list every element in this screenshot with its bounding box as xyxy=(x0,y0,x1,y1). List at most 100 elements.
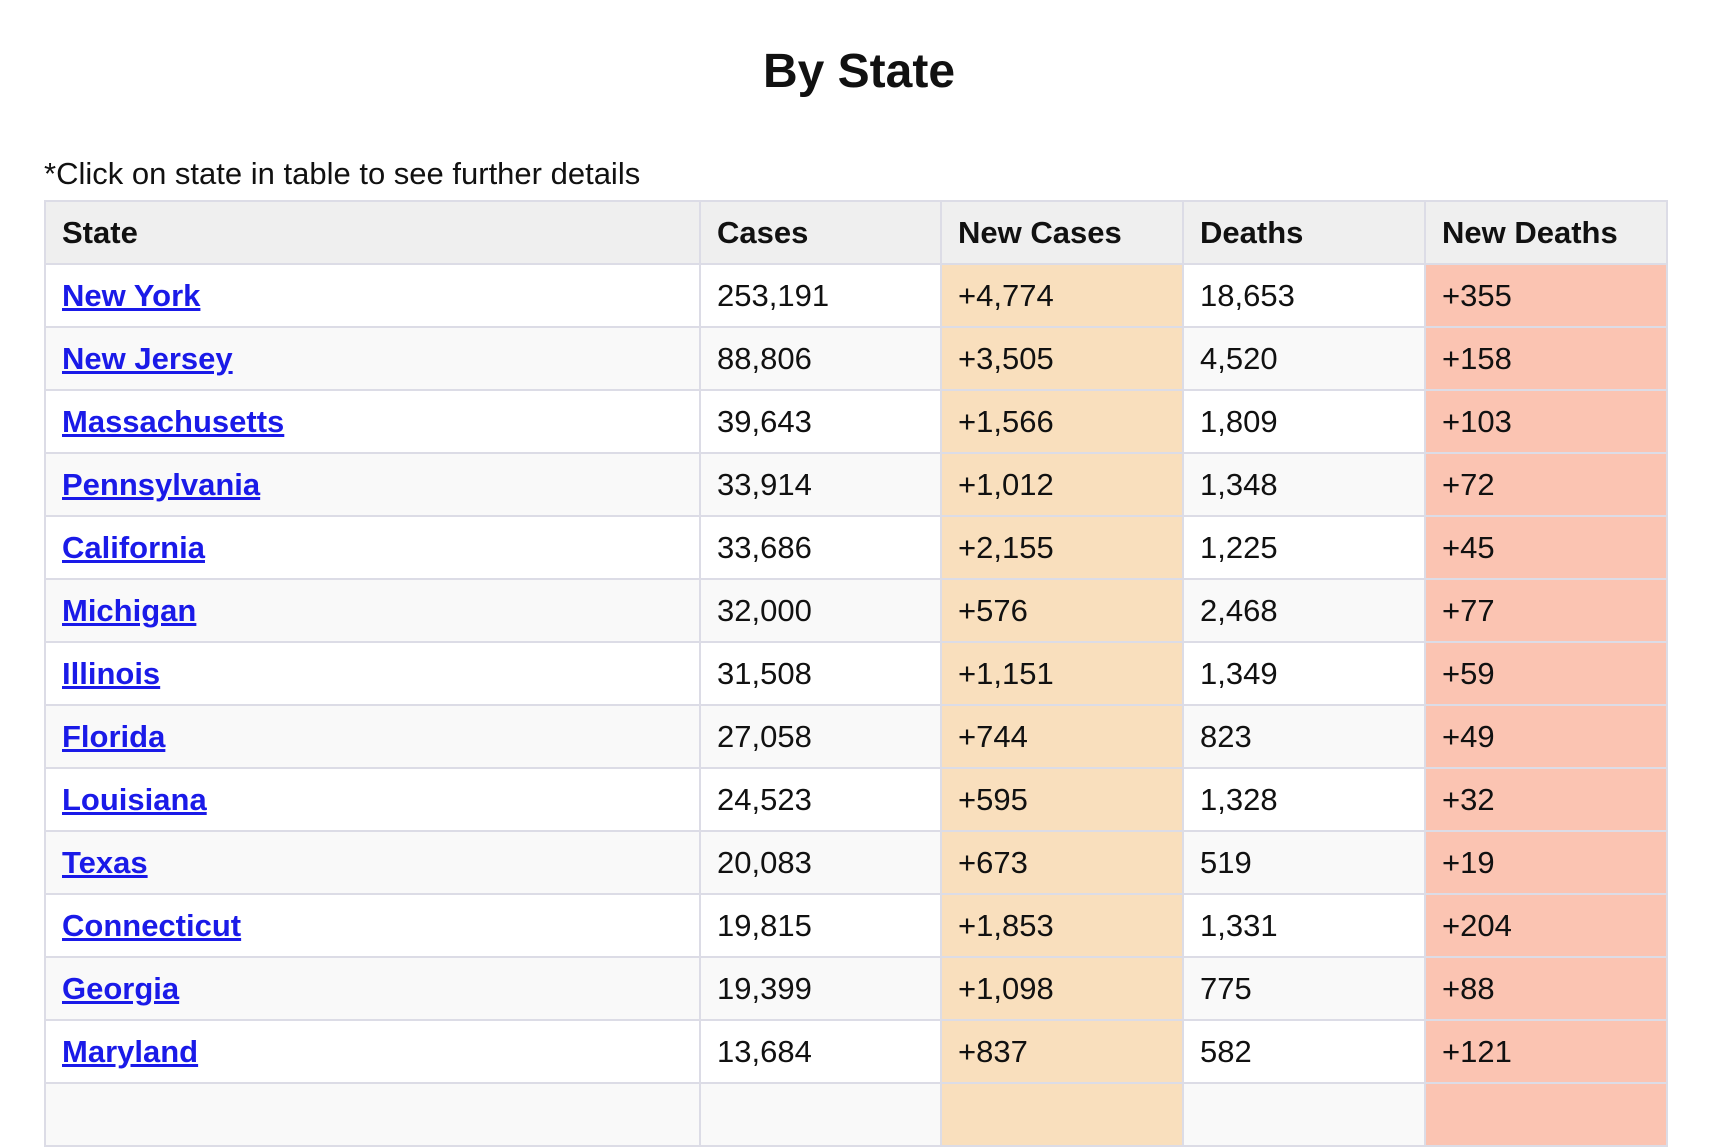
cell-cases: 31,508 xyxy=(699,641,942,706)
state-link[interactable]: Connecticut xyxy=(62,907,242,943)
table-row: Connecticut 19,815 +1,853 1,331 +204 xyxy=(44,893,1668,958)
cell-deaths: 823 xyxy=(1182,704,1426,769)
table-row: Louisiana 24,523 +595 1,328 +32 xyxy=(44,767,1668,832)
cell-new-deaths: +49 xyxy=(1424,704,1668,769)
table-row: Massachusetts 39,643 +1,566 1,809 +103 xyxy=(44,389,1668,454)
cell-cases: 19,399 xyxy=(699,956,942,1021)
cell-new-deaths: +77 xyxy=(1424,578,1668,643)
cell-new-cases: +4,774 xyxy=(940,263,1184,328)
cell-new-cases: +673 xyxy=(940,830,1184,895)
cell-new-deaths: +72 xyxy=(1424,452,1668,517)
cell-cases xyxy=(699,1082,942,1147)
header-deaths[interactable]: Deaths xyxy=(1182,200,1426,265)
cell-new-cases: +576 xyxy=(940,578,1184,643)
state-link[interactable]: Texas xyxy=(62,844,148,880)
table-row: Pennsylvania 33,914 +1,012 1,348 +72 xyxy=(44,452,1668,517)
cell-deaths: 1,348 xyxy=(1182,452,1426,517)
cell-new-deaths: +45 xyxy=(1424,515,1668,580)
cell-cases: 33,686 xyxy=(699,515,942,580)
cell-deaths: 1,809 xyxy=(1182,389,1426,454)
cell-new-cases: +1,098 xyxy=(940,956,1184,1021)
state-link[interactable]: New York xyxy=(62,277,201,313)
cell-state: Connecticut xyxy=(44,893,701,958)
cell-new-deaths xyxy=(1424,1082,1668,1147)
cell-new-deaths: +121 xyxy=(1424,1019,1668,1084)
table-row: Florida 27,058 +744 823 +49 xyxy=(44,704,1668,769)
cell-new-deaths: +204 xyxy=(1424,893,1668,958)
states-table: State Cases New Cases Deaths New Deaths … xyxy=(44,200,1668,1147)
cell-deaths: 519 xyxy=(1182,830,1426,895)
cell-new-cases: +1,853 xyxy=(940,893,1184,958)
cell-new-cases: +595 xyxy=(940,767,1184,832)
cell-new-deaths: +103 xyxy=(1424,389,1668,454)
state-link[interactable]: New Jersey xyxy=(62,340,233,376)
state-link[interactable]: Maryland xyxy=(62,1033,199,1069)
cell-state: Georgia xyxy=(44,956,701,1021)
state-link[interactable]: Florida xyxy=(62,718,166,754)
cell-new-cases xyxy=(940,1082,1184,1147)
cell-state: New York xyxy=(44,263,701,328)
state-link[interactable]: Michigan xyxy=(62,592,197,628)
cell-new-deaths: +19 xyxy=(1424,830,1668,895)
cell-cases: 39,643 xyxy=(699,389,942,454)
table-header-row: State Cases New Cases Deaths New Deaths xyxy=(44,200,1668,265)
cell-deaths: 1,331 xyxy=(1182,893,1426,958)
table-row: New Jersey 88,806 +3,505 4,520 +158 xyxy=(44,326,1668,391)
cell-state: Massachusetts xyxy=(44,389,701,454)
cell-deaths xyxy=(1182,1082,1426,1147)
cell-new-deaths: +88 xyxy=(1424,956,1668,1021)
cell-new-cases: +1,151 xyxy=(940,641,1184,706)
state-link[interactable]: Massachusetts xyxy=(62,403,285,439)
state-link[interactable]: Illinois xyxy=(62,655,161,691)
cell-new-cases: +3,505 xyxy=(940,326,1184,391)
cell-deaths: 18,653 xyxy=(1182,263,1426,328)
state-link[interactable]: Louisiana xyxy=(62,781,207,817)
cell-cases: 13,684 xyxy=(699,1019,942,1084)
cell-new-deaths: +59 xyxy=(1424,641,1668,706)
cell-state: Michigan xyxy=(44,578,701,643)
table-row: Maryland 13,684 +837 582 +121 xyxy=(44,1019,1668,1084)
cell-new-deaths: +32 xyxy=(1424,767,1668,832)
cell-cases: 24,523 xyxy=(699,767,942,832)
cell-cases: 19,815 xyxy=(699,893,942,958)
header-state[interactable]: State xyxy=(44,200,701,265)
cell-state: Texas xyxy=(44,830,701,895)
cell-deaths: 1,349 xyxy=(1182,641,1426,706)
cell-state: Maryland xyxy=(44,1019,701,1084)
page-title: By State xyxy=(762,45,956,98)
cell-cases: 27,058 xyxy=(699,704,942,769)
state-link[interactable]: Georgia xyxy=(62,970,180,1006)
table-row xyxy=(44,1082,1668,1147)
header-new-cases[interactable]: New Cases xyxy=(940,200,1184,265)
cell-cases: 253,191 xyxy=(699,263,942,328)
cell-cases: 32,000 xyxy=(699,578,942,643)
cell-cases: 20,083 xyxy=(699,830,942,895)
table-row: California 33,686 +2,155 1,225 +45 xyxy=(44,515,1668,580)
cell-new-cases: +1,566 xyxy=(940,389,1184,454)
cell-new-cases: +744 xyxy=(940,704,1184,769)
table-row: Illinois 31,508 +1,151 1,349 +59 xyxy=(44,641,1668,706)
cell-cases: 88,806 xyxy=(699,326,942,391)
state-link[interactable]: California xyxy=(62,529,205,565)
cell-deaths: 1,328 xyxy=(1182,767,1426,832)
cell-deaths: 4,520 xyxy=(1182,326,1426,391)
cell-state: Pennsylvania xyxy=(44,452,701,517)
cell-state: New Jersey xyxy=(44,326,701,391)
cell-state: Illinois xyxy=(44,641,701,706)
cell-state xyxy=(44,1082,701,1147)
cell-new-deaths: +355 xyxy=(1424,263,1668,328)
header-new-deaths[interactable]: New Deaths xyxy=(1424,200,1668,265)
cell-deaths: 582 xyxy=(1182,1019,1426,1084)
cell-deaths: 775 xyxy=(1182,956,1426,1021)
table-row: Texas 20,083 +673 519 +19 xyxy=(44,830,1668,895)
cell-new-deaths: +158 xyxy=(1424,326,1668,391)
header-cases[interactable]: Cases xyxy=(699,200,942,265)
cell-cases: 33,914 xyxy=(699,452,942,517)
cell-new-cases: +837 xyxy=(940,1019,1184,1084)
cell-new-cases: +1,012 xyxy=(940,452,1184,517)
state-link[interactable]: Pennsylvania xyxy=(62,466,261,502)
cell-deaths: 1,225 xyxy=(1182,515,1426,580)
table-note: *Click on state in table to see further … xyxy=(44,156,641,191)
cell-state: California xyxy=(44,515,701,580)
table-row: Michigan 32,000 +576 2,468 +77 xyxy=(44,578,1668,643)
